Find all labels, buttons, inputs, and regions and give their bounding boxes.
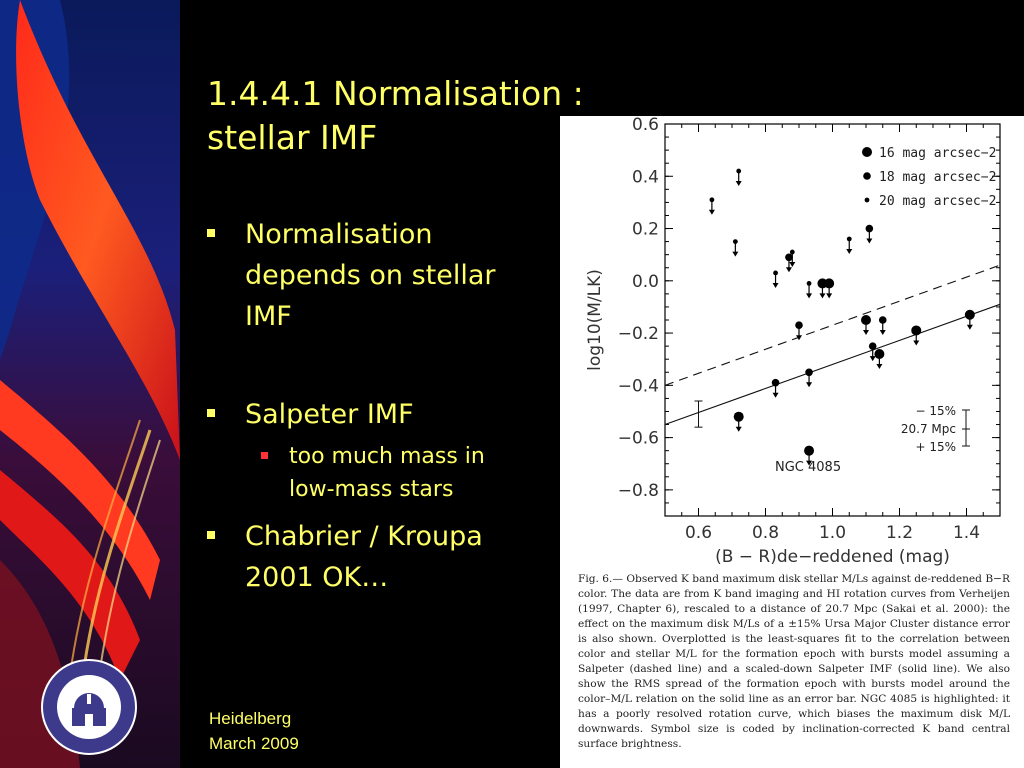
upper-limit-arrowhead xyxy=(789,262,796,268)
data-point xyxy=(964,309,975,320)
square-bullet-icon xyxy=(207,531,215,539)
y-tick-label: −0.2 xyxy=(618,324,659,344)
legend-label: 20 mag arcsec−2 xyxy=(879,194,996,209)
upper-limit-arrowhead xyxy=(806,382,813,388)
upper-limit-arrowhead xyxy=(806,293,813,299)
upper-limit-arrowhead xyxy=(876,363,883,369)
upper-limit-arrowhead xyxy=(866,238,873,244)
upper-limit-arrowhead xyxy=(708,209,715,215)
upper-limit-arrowhead xyxy=(735,426,742,432)
legend-label: 16 mag arcsec−2 xyxy=(879,146,996,161)
square-bullet-icon xyxy=(207,409,215,417)
upper-limit-arrowhead xyxy=(913,340,920,346)
upper-limit-arrowhead xyxy=(735,181,742,187)
x-tick-label: 0.8 xyxy=(752,523,779,543)
distance-value-label: 20.7 Mpc xyxy=(901,422,956,436)
bullet-text: Salpeter IMF xyxy=(245,399,414,430)
figure-caption: Fig. 6.— Observed K band maximum disk st… xyxy=(578,573,1010,750)
y-tick-label: −0.4 xyxy=(618,376,659,396)
upper-limit-arrowhead xyxy=(846,248,853,254)
slide-title-line1: 1.4.4.1 Normalisation : xyxy=(207,74,584,113)
y-tick-label: 0.6 xyxy=(632,116,659,135)
x-tick-label: 1.0 xyxy=(819,523,846,543)
subbullet-text: too much mass in xyxy=(289,444,485,469)
ngc-4085-label: NGC 4085 xyxy=(775,460,841,475)
bullet-text: depends on stellar xyxy=(245,260,496,291)
upper-limit-arrowhead xyxy=(826,293,833,299)
square-subbullet-icon xyxy=(261,452,268,459)
slide-title-line2: stellar IMF xyxy=(207,118,378,157)
y-tick-label: 0.4 xyxy=(632,167,659,187)
data-point xyxy=(865,224,874,233)
upper-limit-arrowhead xyxy=(732,251,739,257)
institute-seal-logo xyxy=(41,659,137,755)
upper-limit-arrowhead xyxy=(772,282,779,288)
upper-limit-arrowhead xyxy=(772,392,779,398)
y-tick-label: −0.8 xyxy=(618,481,659,501)
upper-limit-arrowhead xyxy=(806,460,813,466)
decorative-swoosh-band xyxy=(0,0,180,768)
upper-limit-arrowhead xyxy=(819,293,826,299)
upper-limit-arrowhead xyxy=(796,335,802,341)
ml-vs-color-chart: 0.6 0.8 1.0 1.2 1.4 0.6 0.4 0.2 0.0 −0.2 −0.4 −0.6 −… xyxy=(585,116,1001,566)
bullet-text: Normalisation xyxy=(245,219,433,250)
y-tick-label: 0.2 xyxy=(632,220,659,240)
y-axis-label: log10(M/LK) xyxy=(585,269,605,371)
upper-limit-arrowhead xyxy=(879,330,886,335)
x-tick-label: 1.2 xyxy=(886,523,913,543)
footer-location: Heidelberg xyxy=(209,709,292,728)
subbullet-text: low-mass stars xyxy=(289,477,454,502)
upper-limit-arrowhead xyxy=(869,356,876,362)
x-axis-label: (B − R)de−reddened (mag) xyxy=(715,547,950,566)
bullet-text: IMF xyxy=(245,301,292,332)
figure-panel: 0.6 0.8 1.0 1.2 1.4 0.6 0.4 0.2 0.0 −0.2 −0.4 −0.6 −… xyxy=(560,116,1024,768)
legend-marker xyxy=(862,147,872,157)
upper-limit-arrowhead xyxy=(863,330,869,335)
legend-marker xyxy=(864,197,870,203)
x-tick-label: 1.4 xyxy=(953,523,980,543)
bullet-text: Chabrier / Kroupa xyxy=(245,521,483,552)
y-tick-label: −0.6 xyxy=(618,429,659,449)
y-tick-label: 0.0 xyxy=(632,272,659,292)
square-bullet-icon xyxy=(207,229,215,237)
upper-limit-arrowhead xyxy=(966,324,973,330)
legend-marker xyxy=(863,172,871,180)
footer: Heidelberg March 2009 xyxy=(209,706,299,756)
upper-limit-arrowhead xyxy=(785,267,792,273)
footer-date: March 2009 xyxy=(209,734,299,753)
slide-title: 1.4.4.1 Normalisation : stellar IMF xyxy=(207,72,627,160)
bullet-text: 2001 OK… xyxy=(245,562,389,593)
distance-plus-label: + 15% xyxy=(915,440,956,454)
legend-label: 18 mag arcsec−2 xyxy=(879,170,996,185)
distance-minus-label: − 15% xyxy=(915,404,956,418)
x-tick-label: 0.6 xyxy=(685,523,712,543)
scaled-salpeter-fit-line xyxy=(664,303,1001,426)
